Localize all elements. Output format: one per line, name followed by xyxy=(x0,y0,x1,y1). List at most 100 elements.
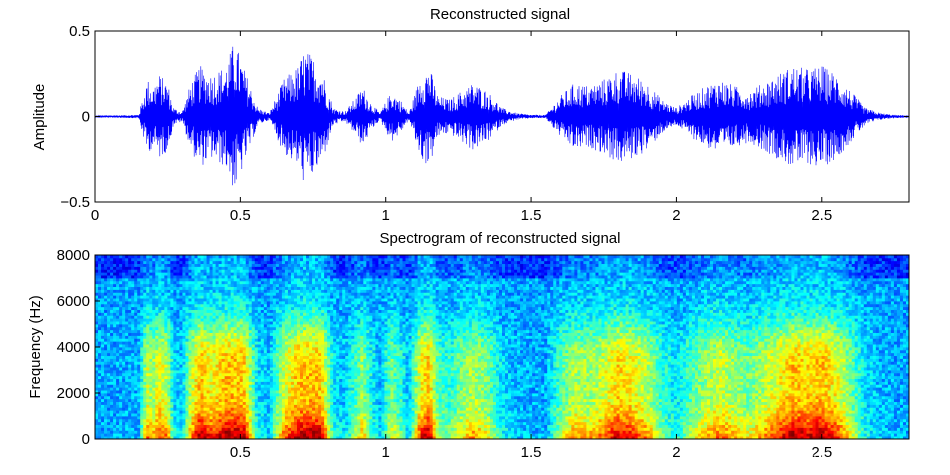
spectrogram-cell xyxy=(200,410,204,414)
spectrogram-cell xyxy=(221,321,226,325)
spectrogram-cell xyxy=(173,381,177,385)
spectrogram-cell xyxy=(122,407,126,411)
spectrogram-cell xyxy=(321,352,325,357)
spectrogram-cell xyxy=(110,398,114,403)
spectrogram-cell xyxy=(164,278,168,282)
spectrogram-cell xyxy=(266,266,271,270)
spectrogram-cell xyxy=(236,306,241,311)
waveform-ytick-label: −0.5 xyxy=(60,194,90,211)
spectrogram-cell xyxy=(170,283,174,288)
spectrogram-cell xyxy=(197,283,201,288)
spectrogram-cell xyxy=(212,257,216,262)
spectrogram-cell xyxy=(131,278,135,282)
spectrogram-cell xyxy=(137,393,141,397)
spectrogram-cell xyxy=(312,436,316,440)
spectrogram-cell xyxy=(182,303,186,308)
spectrogram-cell xyxy=(303,433,307,437)
spectrogram-cell xyxy=(233,306,238,311)
spectrogram-cell xyxy=(176,384,180,388)
spectrogram-cell xyxy=(167,280,171,285)
spectrogram-cell xyxy=(227,263,232,267)
spectrogram-cell xyxy=(306,269,310,273)
spectrogram-cell xyxy=(272,433,277,437)
spectrogram-cell xyxy=(254,378,259,382)
spectrogram-cell xyxy=(122,275,126,279)
spectrogram-cell xyxy=(245,278,250,282)
spectrogram-cell xyxy=(236,349,241,354)
spectrogram-cell xyxy=(254,289,259,293)
spectrogram-cell xyxy=(215,355,219,359)
spectrogram-cell xyxy=(116,387,120,391)
spectrogram-cell xyxy=(239,298,244,302)
spectrogram-cell xyxy=(146,295,150,299)
spectrogram-cell xyxy=(260,295,265,299)
spectrogram-cell xyxy=(218,338,223,342)
spectrogram-cell xyxy=(269,390,274,394)
spectrogram-cell xyxy=(209,427,213,431)
spectrogram-cell xyxy=(98,338,102,342)
spectrogram-cell xyxy=(197,338,201,342)
spectrogram-cell xyxy=(125,269,129,273)
spectrogram-cell xyxy=(101,375,105,380)
spectrogram-cell xyxy=(197,280,201,285)
spectrogram-cell xyxy=(212,312,216,316)
spectrogram-cell xyxy=(143,266,147,270)
spectrogram-cell xyxy=(218,289,223,293)
spectrogram-cell xyxy=(303,398,307,403)
spectrogram-cell xyxy=(260,269,265,273)
spectrogram-cell xyxy=(149,375,153,380)
spectrogram-cell xyxy=(257,404,262,408)
spectrogram-cell xyxy=(188,318,192,322)
spectrogram-cell xyxy=(321,312,325,316)
spectrogram-cell xyxy=(185,318,189,322)
spectrogram-cell xyxy=(242,395,247,400)
spectrogram-cell xyxy=(191,370,195,374)
spectrogram-cell xyxy=(155,275,159,279)
spectrogram-cell xyxy=(233,295,238,299)
spectrogram-cell xyxy=(164,404,168,408)
spectrogram-cell xyxy=(194,398,198,403)
spectrogram-cell xyxy=(206,344,210,348)
spectrogram-cell xyxy=(260,358,265,362)
spectrogram-cell xyxy=(137,401,141,405)
spectrogram-cell xyxy=(137,390,141,394)
spectrogram-cell xyxy=(306,255,310,259)
spectrogram-cell xyxy=(257,321,262,325)
spectrogram-cell xyxy=(300,358,304,362)
spectrogram-cell xyxy=(134,289,138,293)
spectrogram-cell xyxy=(263,280,268,285)
spectrogram-cell xyxy=(179,427,183,431)
spectrogram-cell xyxy=(251,393,256,397)
spectrogram-cell xyxy=(140,390,144,394)
spectrogram-cell xyxy=(309,393,313,397)
spectrogram-cell xyxy=(236,326,241,331)
spectrogram-cell xyxy=(116,355,120,359)
spectrogram-cell xyxy=(119,367,123,371)
spectrogram-cell xyxy=(179,278,183,282)
spectrogram-cell xyxy=(203,364,207,368)
spectrogram-cell xyxy=(272,375,277,380)
spectrogram-cell xyxy=(110,312,114,316)
spectrogram-cell xyxy=(113,361,117,365)
spectrogram-cell xyxy=(182,269,186,273)
spectrogram-cell xyxy=(275,410,280,414)
spectrogram-cell xyxy=(315,427,319,431)
spectrogram-cell xyxy=(110,344,114,348)
spectrogram-cell xyxy=(293,257,298,262)
spectrogram-cell xyxy=(212,318,216,322)
spectrogram-cell xyxy=(321,303,325,308)
spectrogram-cell xyxy=(155,355,159,359)
spectrogram-cell xyxy=(300,372,304,377)
spectrogram-cell xyxy=(309,326,313,331)
spectrogram-cell xyxy=(113,424,117,428)
spectrogram-cell xyxy=(110,436,114,440)
spectrogram-cell xyxy=(293,306,298,311)
spectrogram-cell xyxy=(110,347,114,351)
spectrogram-cell xyxy=(194,395,198,400)
spectrogram-cell xyxy=(287,338,292,342)
spectrogram-cell xyxy=(119,427,123,431)
spectrogram-cell xyxy=(164,289,168,293)
spectrogram-cell xyxy=(327,364,331,368)
spectrogram-cell xyxy=(95,347,99,351)
spectrogram-cell xyxy=(303,390,307,394)
